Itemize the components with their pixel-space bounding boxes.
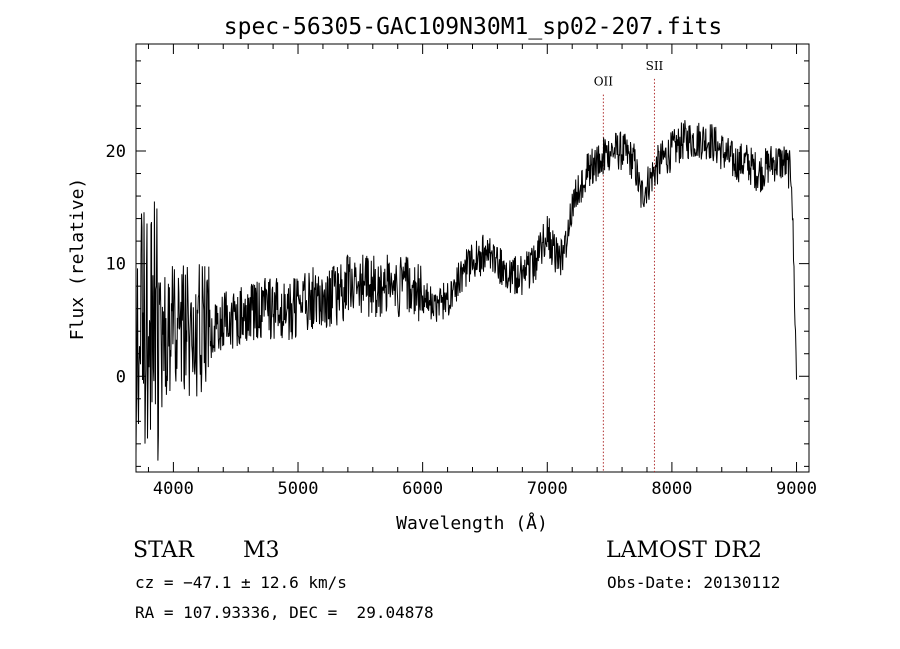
x-tick-label: 9000 <box>776 479 817 499</box>
reference-lines: OII SII <box>594 59 664 472</box>
chart-title: spec-56305-GAC109N30M1_sp02-207.fits <box>224 14 723 40</box>
obs-date-text: Obs-Date: 20130112 <box>607 573 781 592</box>
coordinates-text: RA = 107.93336, DEC = 29.04878 <box>135 603 434 622</box>
class-label: STAR <box>133 538 194 563</box>
y-tick-label: 10 <box>106 255 126 275</box>
x-tick-label: 7000 <box>527 479 568 499</box>
y-tick-label: 0 <box>116 367 126 387</box>
x-tick-label: 8000 <box>651 479 692 499</box>
redshift-text: cz = −47.1 ± 12.6 km/s <box>135 573 347 592</box>
y-axis: 0 10 20 <box>106 60 809 467</box>
ref-line-label: OII <box>594 75 614 89</box>
x-tick-label: 4000 <box>153 479 194 499</box>
subclass-label: M3 <box>243 538 280 563</box>
x-tick-label: 6000 <box>402 479 443 499</box>
y-axis-label: Flux (relative) <box>67 178 88 341</box>
ref-line-label: SII <box>646 59 664 73</box>
x-axis-label: Wavelength (Å) <box>396 512 548 534</box>
x-axis: 4000 5000 6000 7000 8000 9000 <box>147 44 817 499</box>
x-tick-label: 5000 <box>278 479 319 499</box>
survey-label: LAMOST DR2 <box>606 538 762 563</box>
y-tick-label: 20 <box>106 142 126 162</box>
spectrum-line <box>135 120 797 461</box>
